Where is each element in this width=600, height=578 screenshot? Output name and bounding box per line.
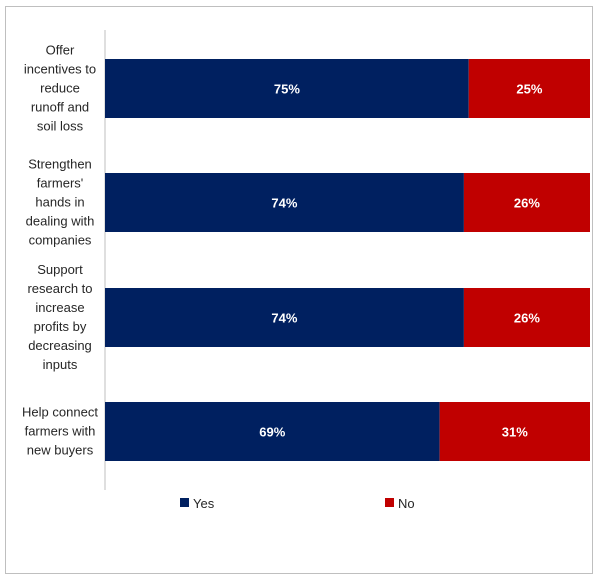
data-label-yes-3: 74% <box>271 311 297 326</box>
legend-swatch-yes <box>180 498 189 507</box>
bar-yes-4 <box>105 402 440 461</box>
legend-swatch-no <box>385 498 394 507</box>
bar-no-1 <box>468 59 590 118</box>
data-label-no-2: 26% <box>514 196 540 211</box>
data-label-no-4: 31% <box>502 425 528 440</box>
category-label-3: Support research to increase profits by decr… <box>27 262 92 372</box>
category-label-1: Offer incentives to reduce runoff and soil l… <box>24 43 96 134</box>
bar-yes-3 <box>105 288 464 347</box>
category-label-4: Help connect farmers with new buyers <box>22 405 98 458</box>
legend-label-yes: Yes <box>193 496 215 511</box>
data-label-no-3: 26% <box>514 311 540 326</box>
bar-no-4 <box>439 402 590 461</box>
bar-yes-2 <box>105 173 464 232</box>
category-label-2: Strengthen farmers' hands in dealing with co… <box>26 157 95 248</box>
data-label-yes-1: 75% <box>274 82 300 97</box>
data-label-yes-4: 69% <box>259 425 285 440</box>
legend-label-no: No <box>398 496 415 511</box>
data-label-yes-2: 74% <box>271 196 297 211</box>
bar-no-2 <box>463 173 590 232</box>
data-label-no-1: 25% <box>516 82 542 97</box>
bar-yes-1 <box>105 59 469 118</box>
bar-no-3 <box>463 288 590 347</box>
